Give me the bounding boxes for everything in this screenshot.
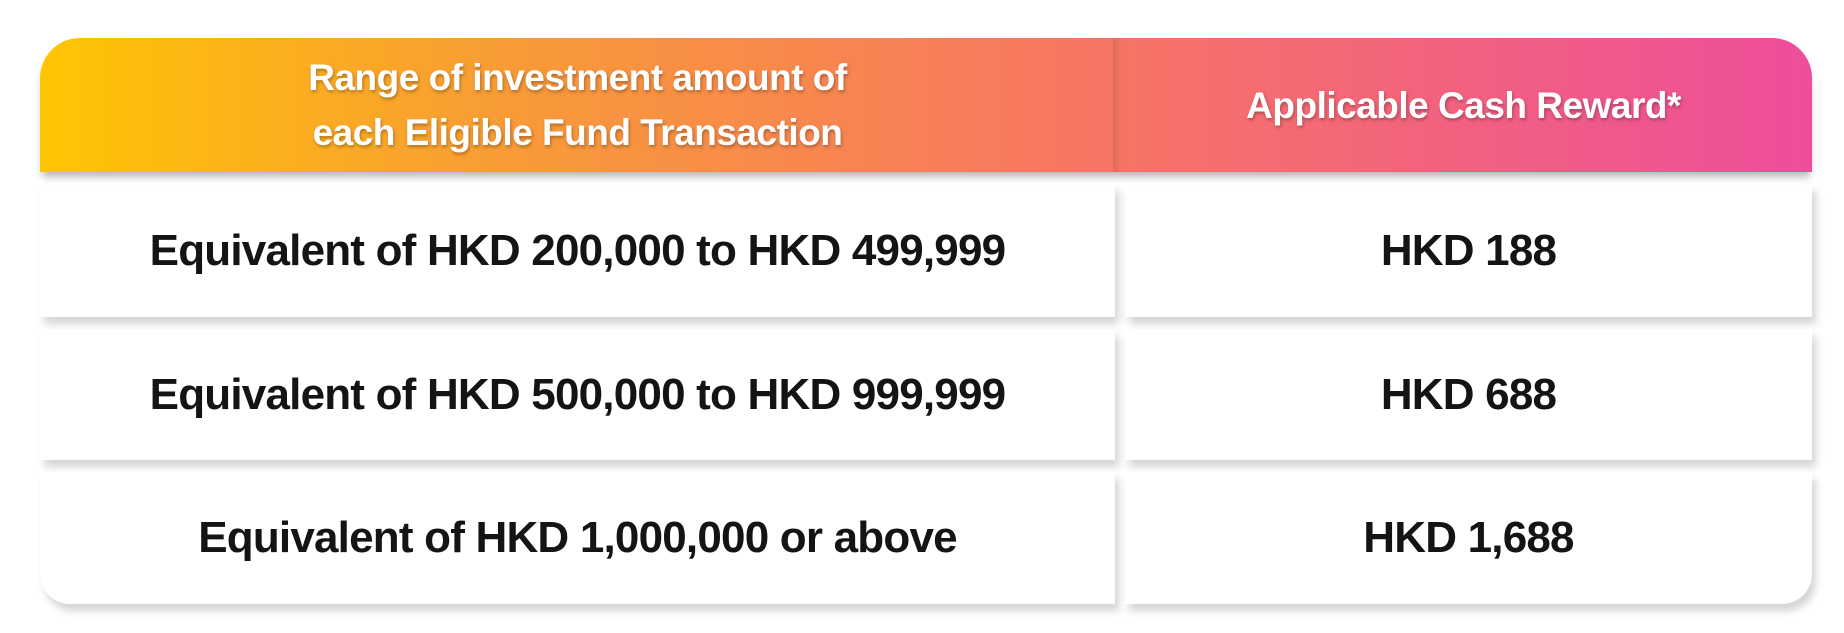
table-row-2-reward-cell: HKD 688 xyxy=(1125,329,1812,460)
header-column-divider xyxy=(1113,38,1122,172)
header-investment-range-line1: Range of investment amount of xyxy=(308,57,847,98)
table-row-1-range-cell: Equivalent of HKD 200,000 to HKD 499,999 xyxy=(40,184,1115,317)
row-3-reward-text: HKD 1,688 xyxy=(1363,513,1574,562)
row-1-range-text: Equivalent of HKD 200,000 to HKD 499,999 xyxy=(149,225,1006,275)
cash-reward-table: Range of investment amount of each Eligi… xyxy=(40,38,1812,604)
row-2-reward-text: HKD 688 xyxy=(1380,369,1557,419)
table-row-3-reward-cell: HKD 1,688 xyxy=(1125,472,1812,604)
header-cash-reward-label: Applicable Cash Reward* xyxy=(1246,84,1681,126)
table-header-row: Range of investment amount of each Eligi… xyxy=(40,38,1812,172)
header-investment-range-line2: each Eligible Fund Transaction xyxy=(312,112,843,153)
row-2-range-text: Equivalent of HKD 500,000 to HKD 999,999 xyxy=(149,369,1006,419)
row-1-reward-text: HKD 188 xyxy=(1380,225,1557,275)
row-3-range-text: Equivalent of HKD 1,000,000 or above xyxy=(198,513,957,562)
table-row-2-range-cell: Equivalent of HKD 500,000 to HKD 999,999 xyxy=(40,329,1115,460)
table-row-1-reward-cell: HKD 188 xyxy=(1125,184,1812,317)
header-cell-cash-reward: Applicable Cash Reward* xyxy=(1115,38,1812,172)
header-cell-investment-range: Range of investment amount of each Eligi… xyxy=(40,38,1115,172)
table-row-3-range-cell: Equivalent of HKD 1,000,000 or above xyxy=(40,472,1115,604)
